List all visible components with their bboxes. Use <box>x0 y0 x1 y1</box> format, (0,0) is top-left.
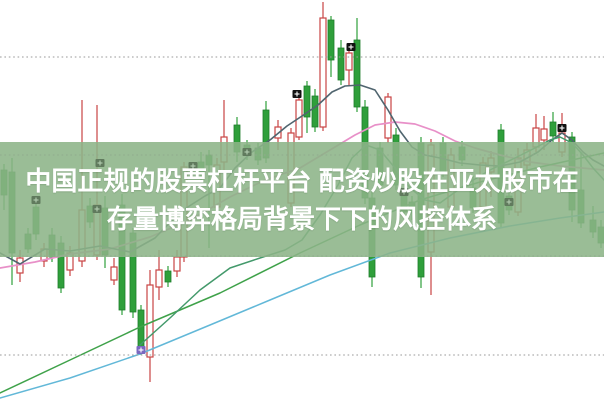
candle-body <box>303 85 311 118</box>
event-flag-icon <box>92 205 102 213</box>
candle-body <box>311 95 319 128</box>
candle-up <box>110 258 118 285</box>
candle-down <box>311 89 319 132</box>
event-flag-icon <box>399 188 409 196</box>
candle-body <box>384 96 392 139</box>
candle-up <box>345 45 353 85</box>
candle-body <box>353 39 361 108</box>
candle-body <box>110 266 118 281</box>
candle-down <box>353 18 361 112</box>
candle-body <box>540 128 548 141</box>
event-flag-icon <box>346 43 356 51</box>
candle-down <box>549 112 557 142</box>
candle-body <box>319 17 327 128</box>
candle-down <box>337 40 345 85</box>
candle-body <box>549 121 557 137</box>
event-flag-icon <box>95 159 105 167</box>
candle-body <box>164 270 172 283</box>
event-flag-icon <box>136 346 146 354</box>
candle-up <box>384 93 392 143</box>
candle-body <box>146 284 154 358</box>
candle-body <box>155 269 163 288</box>
candle-body <box>137 309 145 353</box>
event-flag-icon <box>557 124 567 132</box>
candle-body <box>337 47 345 81</box>
candle-down <box>327 16 335 77</box>
candle-down <box>303 81 311 133</box>
candle-up <box>146 270 154 382</box>
candle-body <box>327 19 335 61</box>
candle-up <box>319 2 327 131</box>
event-flag-icon <box>504 198 514 206</box>
candle-body <box>173 256 181 272</box>
candle-body <box>345 52 353 71</box>
event-flag-icon <box>31 196 41 204</box>
candle-down <box>164 266 172 287</box>
candle-up <box>155 250 163 300</box>
event-flag-icon <box>242 148 252 156</box>
event-flag-icon <box>188 162 198 170</box>
event-flag-icon <box>292 90 302 98</box>
